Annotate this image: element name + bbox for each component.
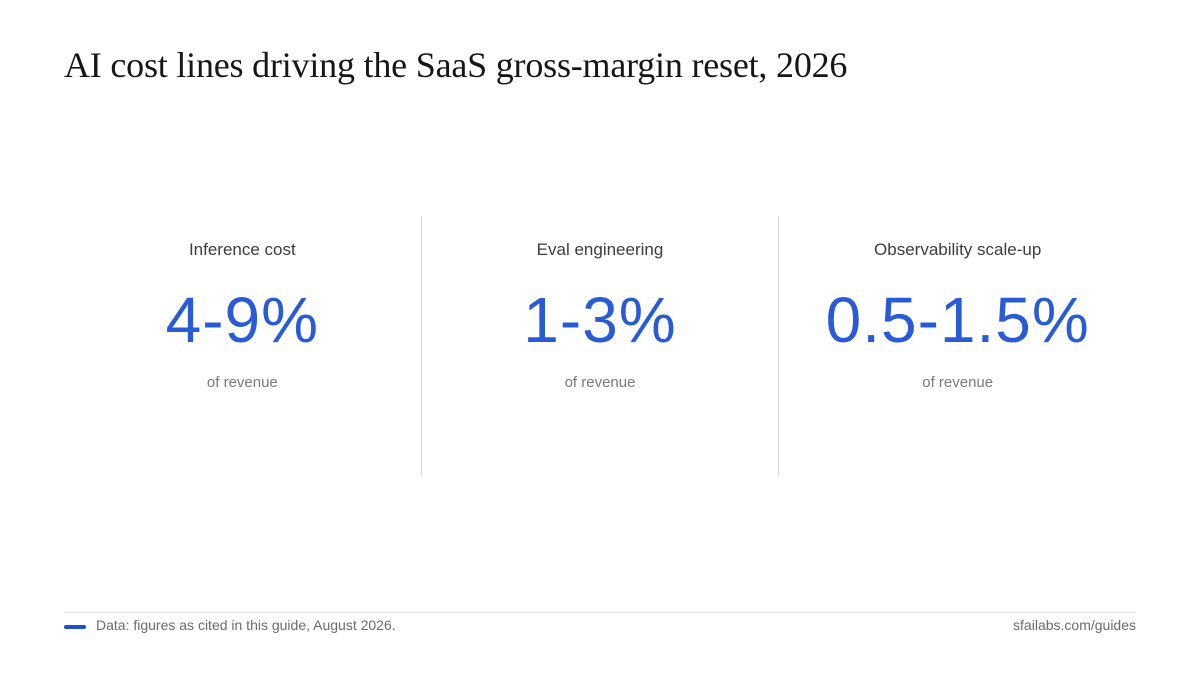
stat-cards: Inference cost 4-9% of revenue Eval engi… (64, 216, 1136, 476)
stat-label: Inference cost (188, 240, 296, 259)
stat-eval-engineering: Eval engineering 1-3% of revenue (420, 216, 779, 476)
footer-divider (64, 612, 1136, 613)
footer-brand-url: sfailabs.com/guides (1013, 617, 1136, 633)
stat-value: 0.5-1.5% (825, 284, 1090, 356)
stat-label: Eval engineering (536, 240, 664, 259)
stat-value: 4-9% (165, 284, 320, 356)
stat-observability: Observability scale-up 0.5-1.5% of reven… (778, 216, 1136, 476)
stat-inference-cost: Inference cost 4-9% of revenue (64, 216, 421, 476)
footer-accent-bar (64, 625, 86, 629)
stat-unit: of revenue (206, 374, 278, 391)
page-title: AI cost lines driving the SaaS gross-mar… (64, 45, 848, 85)
stat-label: Observability scale-up (874, 240, 1042, 259)
stat-unit: of revenue (922, 374, 994, 391)
stat-value: 1-3% (523, 284, 677, 356)
footer-source-note: Data: figures as cited in this guide, Au… (96, 617, 396, 633)
stat-unit: of revenue (564, 374, 636, 391)
